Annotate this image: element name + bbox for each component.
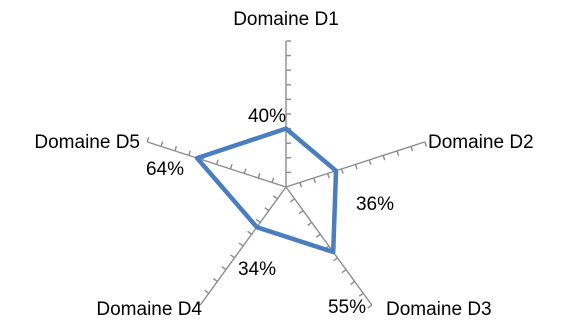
data-label-domaine-d3: 55%	[328, 297, 366, 318]
axis-tick	[247, 230, 253, 235]
data-label-domaine-d4: 34%	[238, 259, 276, 280]
axis-tick	[212, 277, 218, 283]
radar-labels: Domaine D1 Domaine D2 Domaine D3 Domaine D4…	[34, 9, 533, 320]
axis-tick	[368, 159, 372, 165]
axis-tick	[354, 164, 358, 170]
axis-tick	[272, 195, 278, 200]
category-label-domaine-d2: Domaine D2	[428, 132, 534, 153]
axis-tick	[221, 266, 227, 271]
axis-tick	[264, 207, 270, 212]
axis-tick	[326, 173, 330, 179]
axis-tick	[195, 301, 201, 306]
axis-tick	[382, 155, 386, 161]
radar-axes	[146, 40, 428, 309]
axis-tick	[204, 289, 210, 294]
category-label-domaine-d3: Domaine D3	[386, 299, 492, 320]
axis-tick	[146, 136, 150, 143]
category-label-domaine-d5: Domaine D5	[34, 132, 140, 153]
axis-tick	[271, 177, 275, 183]
axis-tick	[350, 280, 356, 285]
axis-tick	[229, 163, 233, 170]
axis-tick	[238, 242, 244, 247]
axis-tick	[340, 168, 344, 174]
axis-tick	[299, 182, 303, 188]
radar-series-group	[194, 126, 339, 255]
axis-tick	[257, 173, 261, 179]
axis-tick	[298, 210, 304, 215]
axis-tick	[315, 233, 321, 238]
axis-tick	[307, 221, 313, 226]
data-label-domaine-d5: 64%	[146, 159, 184, 180]
axis-tick	[424, 141, 428, 147]
axis-tick	[396, 150, 400, 156]
axis-tick	[230, 254, 235, 259]
axis-tick	[358, 292, 364, 297]
axis-tick	[333, 257, 338, 262]
axis-tick	[313, 177, 316, 183]
axis-tick	[410, 146, 414, 152]
axis-tick	[243, 168, 247, 174]
axis-tick	[174, 145, 178, 152]
axis-tick	[255, 218, 261, 224]
axis-tick	[290, 198, 295, 203]
category-label-domaine-d1: Domaine D1	[233, 9, 339, 30]
data-label-domaine-d2: 36%	[356, 194, 394, 215]
axis-tick	[367, 304, 373, 309]
series-line	[194, 126, 339, 255]
data-label-domaine-d1: 40%	[248, 106, 286, 127]
axis-tick	[160, 141, 164, 147]
axis-tick	[215, 159, 219, 165]
axis-tick	[188, 150, 192, 156]
axis-tick	[341, 269, 347, 274]
category-label-domaine-d4: Domaine D4	[96, 299, 202, 320]
